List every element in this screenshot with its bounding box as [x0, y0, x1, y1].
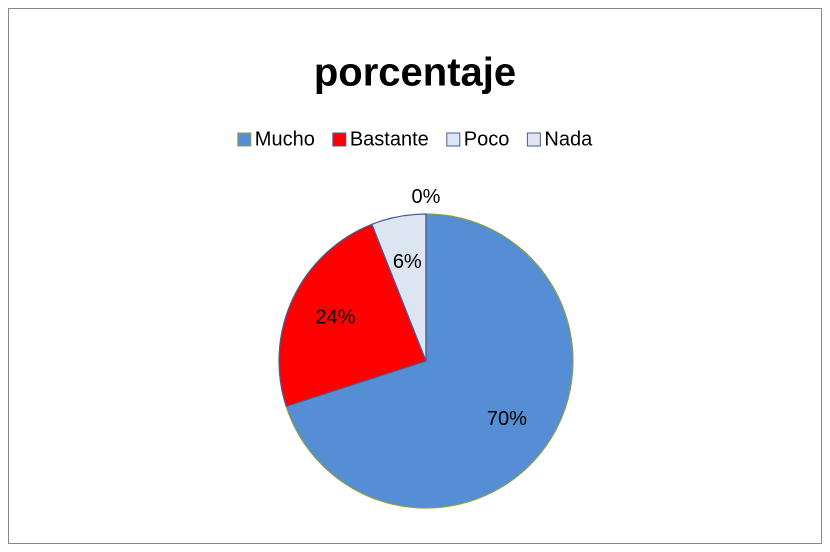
legend-label: Mucho	[255, 128, 315, 150]
data-label: 24%	[316, 307, 356, 329]
data-label: 70%	[487, 408, 527, 430]
data-label: 6%	[393, 251, 422, 273]
legend-swatch	[526, 132, 541, 147]
legend-swatch	[446, 132, 461, 147]
pie-slice	[278, 223, 427, 408]
legend-swatch	[332, 132, 347, 147]
legend-label: Nada	[544, 128, 593, 150]
legend-swatch	[237, 132, 252, 147]
chart-title: porcentaje	[314, 51, 516, 95]
legend-label: Bastante	[350, 128, 429, 150]
pie-slice	[285, 213, 574, 509]
legend-label: Poco	[464, 128, 510, 150]
data-label: 0%	[412, 186, 441, 208]
